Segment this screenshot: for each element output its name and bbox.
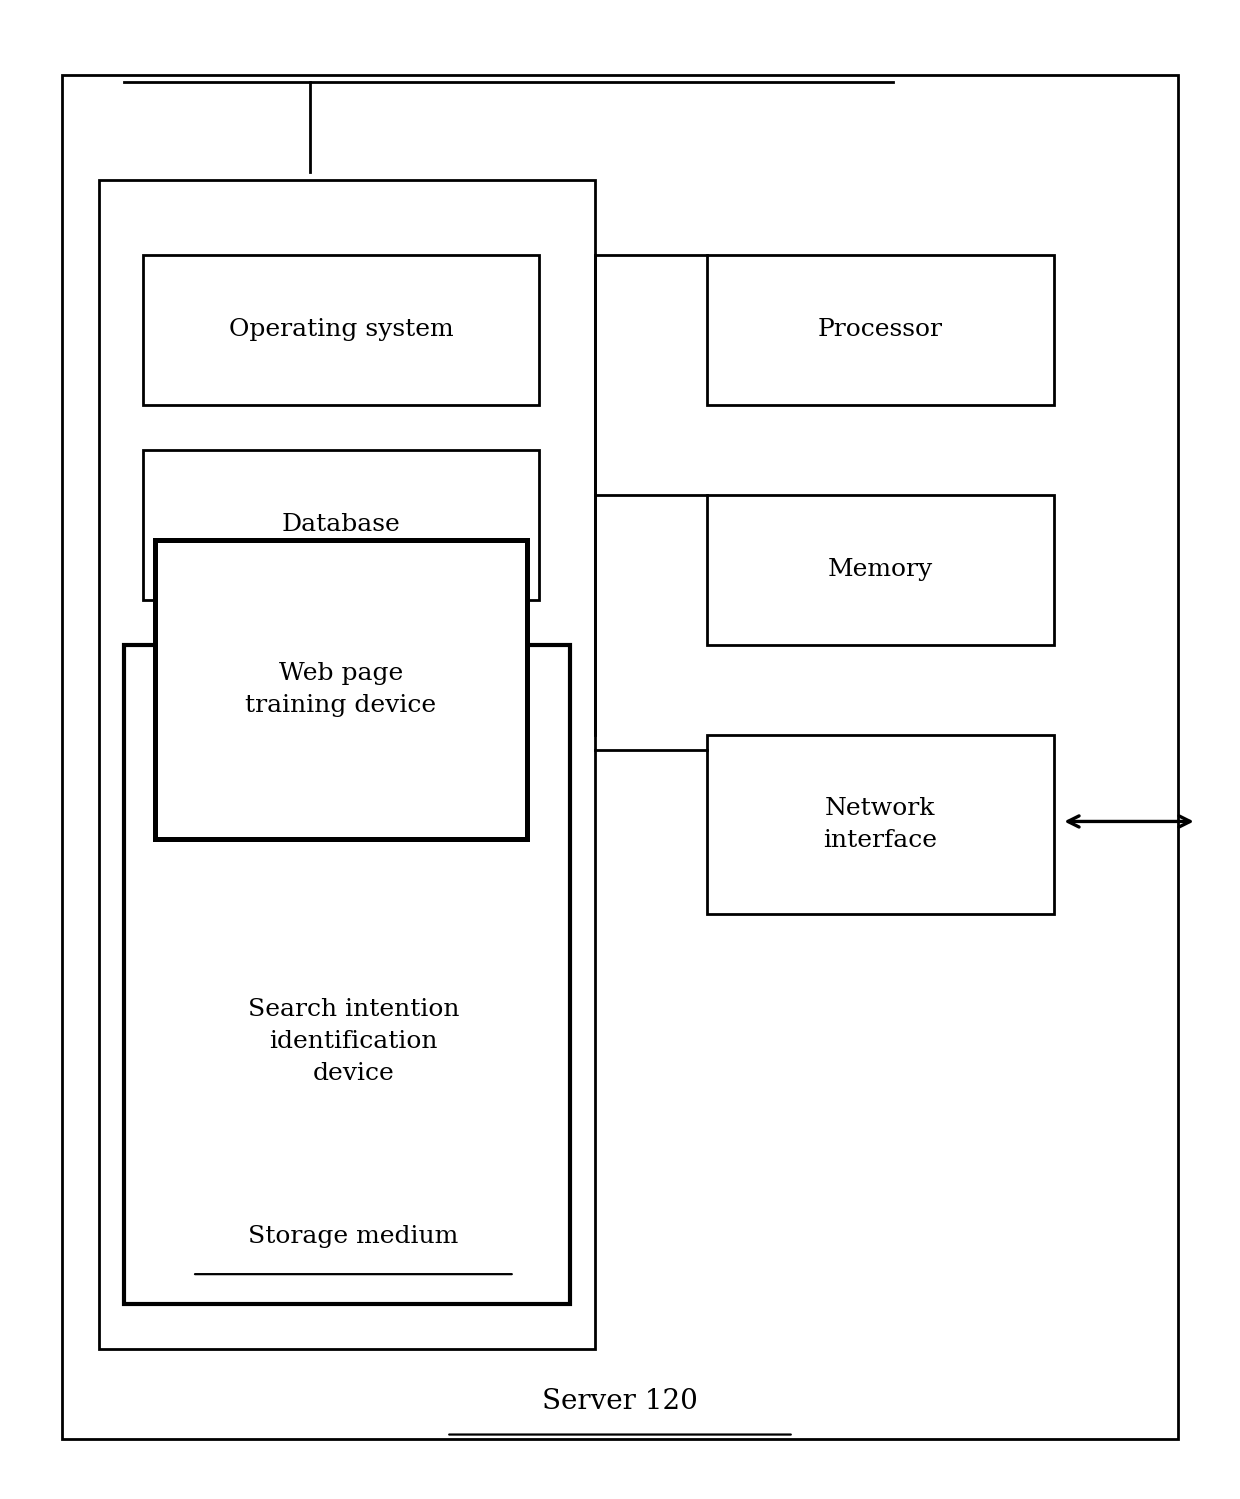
FancyBboxPatch shape: [62, 75, 1178, 1439]
Text: Web page
training device: Web page training device: [246, 663, 436, 717]
FancyBboxPatch shape: [143, 450, 539, 600]
Text: Storage medium: Storage medium: [248, 1225, 459, 1249]
FancyBboxPatch shape: [143, 255, 539, 405]
Text: Processor: Processor: [818, 318, 942, 342]
Text: Search intention
identification
device: Search intention identification device: [248, 998, 459, 1085]
FancyBboxPatch shape: [99, 180, 595, 1349]
Text: Memory: Memory: [828, 558, 932, 582]
Text: Server 120: Server 120: [542, 1388, 698, 1415]
FancyBboxPatch shape: [155, 540, 527, 839]
FancyBboxPatch shape: [124, 645, 570, 1304]
FancyBboxPatch shape: [707, 255, 1054, 405]
FancyBboxPatch shape: [707, 495, 1054, 645]
Text: Network
interface: Network interface: [823, 797, 937, 851]
Text: Database: Database: [281, 513, 401, 537]
FancyBboxPatch shape: [707, 735, 1054, 914]
Text: Operating system: Operating system: [228, 318, 454, 342]
